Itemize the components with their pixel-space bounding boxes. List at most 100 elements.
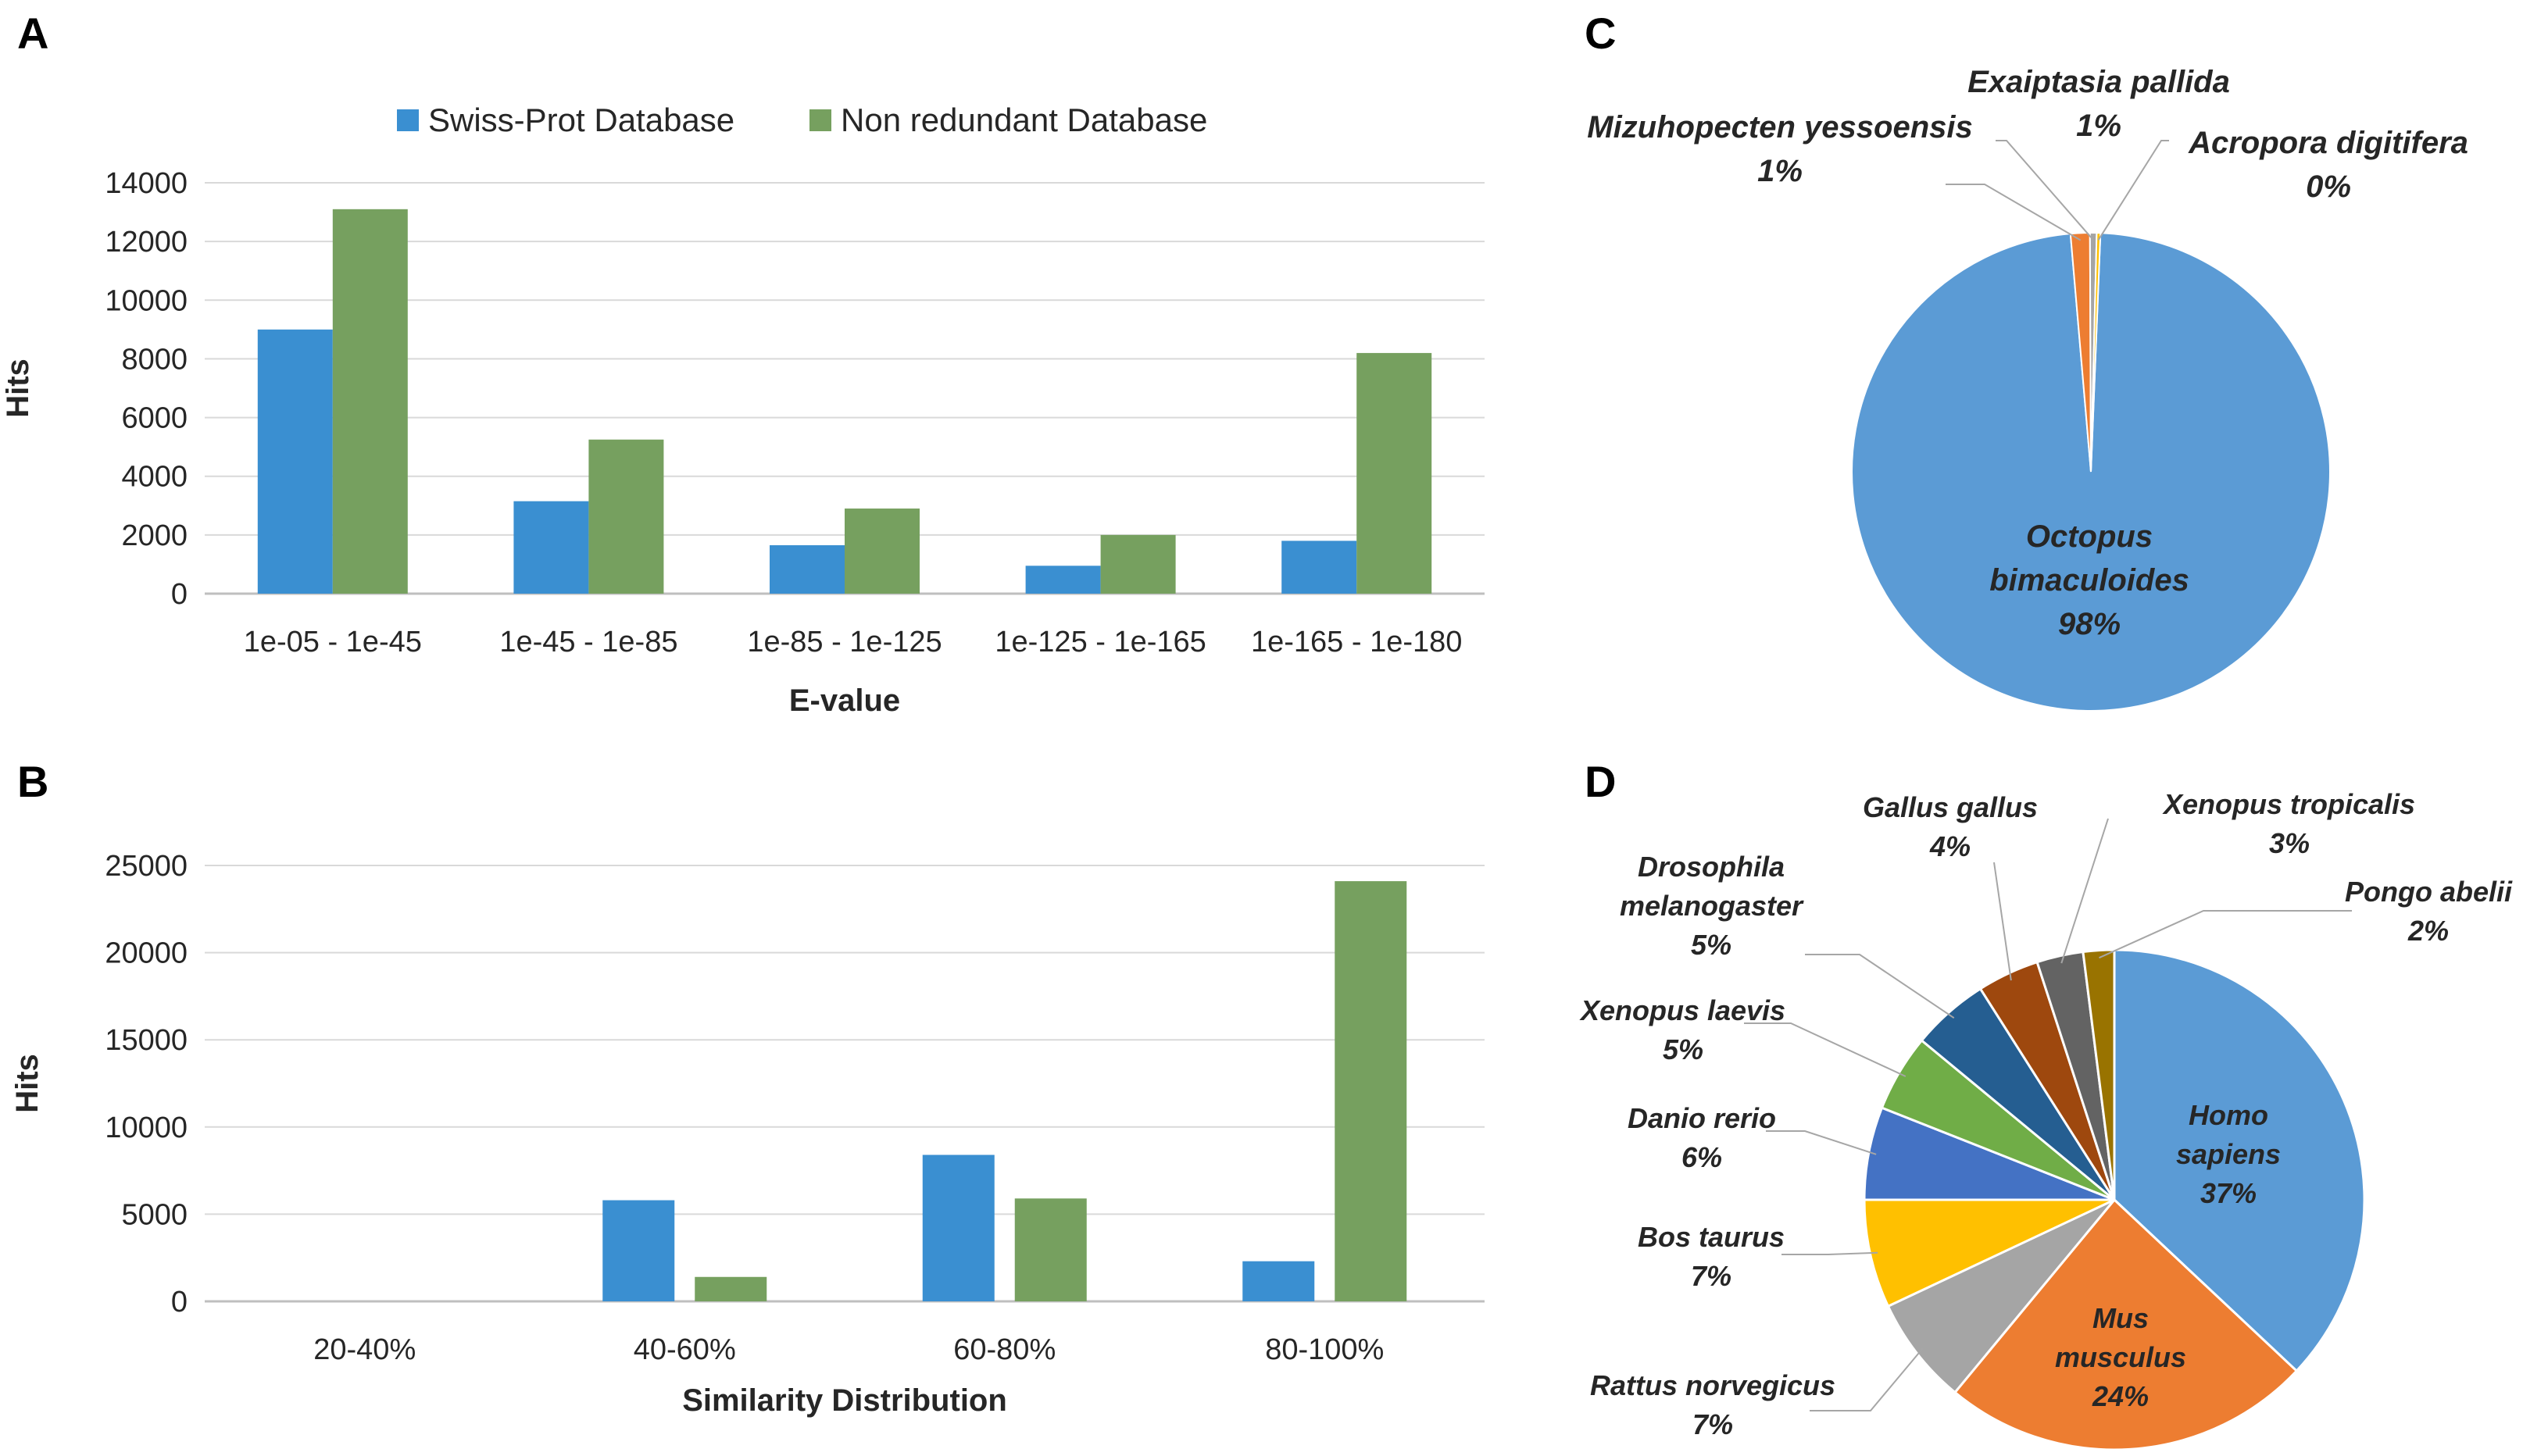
bar-non-redundant xyxy=(1335,881,1407,1301)
pie-label-percent: 24% xyxy=(2092,1380,2149,1412)
pie-label-name: Xenopus laevis xyxy=(1579,994,1785,1026)
pie-label-name: Danio rerio xyxy=(1628,1102,1776,1134)
x-tick-label: 1e-45 - 1e-85 xyxy=(499,626,677,658)
bar-non-redundant xyxy=(588,439,664,594)
x-tick-label: 1e-125 - 1e-165 xyxy=(995,626,1206,658)
pie-label-percent: 98% xyxy=(2058,607,2121,641)
bar-non-redundant xyxy=(695,1276,767,1301)
bar-non-redundant xyxy=(332,209,408,594)
pie-label-percent: 5% xyxy=(1663,1033,1703,1065)
pie-label-name: Homo xyxy=(2189,1099,2268,1131)
y-tick-label: 6000 xyxy=(121,402,188,435)
x-tick-label: 40-60% xyxy=(634,1333,736,1366)
y-tick-label: 0 xyxy=(171,578,188,611)
leader-line xyxy=(2060,818,2109,964)
chart-d-pie-species: Homo sapiens 37% Mus musculus 24% Rattus norve… xyxy=(1579,788,2513,1451)
bar-swiss-prot xyxy=(922,1154,995,1301)
pie-label-percent: 0% xyxy=(2306,170,2351,204)
x-tick-label: 1e-165 - 1e-180 xyxy=(1251,626,1462,658)
pie-slice-mus-musculus xyxy=(1953,1197,2299,1451)
legend-swatch xyxy=(397,109,419,131)
bar-swiss-prot xyxy=(513,501,589,594)
panel-letter-c: C xyxy=(1585,9,1616,58)
leader-line xyxy=(1805,954,1955,1019)
pie-slice-acropora-digitifera xyxy=(2090,232,2102,473)
legend-label: Swiss-Prot Database xyxy=(428,102,734,138)
legend-label: Non redundant Database xyxy=(841,102,1207,138)
y-tick-label: 5000 xyxy=(121,1198,188,1231)
x-tick-label: 1e-85 - 1e-125 xyxy=(747,626,942,658)
pie-label-percent: 7% xyxy=(1692,1408,1733,1440)
pie-slice-rattus-norvegicus xyxy=(1886,1198,2116,1394)
panel-letter-d: D xyxy=(1585,757,1616,806)
y-tick-label: 2000 xyxy=(121,519,188,552)
y-tick-label: 10000 xyxy=(105,1112,188,1144)
pie-label-percent: 3% xyxy=(2269,827,2310,859)
bar-swiss-prot xyxy=(602,1200,675,1301)
leader-line xyxy=(1766,1130,1877,1155)
leader-line xyxy=(1744,1022,1907,1077)
y-tick-label: 15000 xyxy=(105,1024,188,1057)
pie-label-name: Bos taurus xyxy=(1638,1221,1785,1253)
pie-label-name: Pongo abelii xyxy=(2345,876,2513,908)
y-axis-title: Hits xyxy=(10,1054,45,1113)
pie-label-name: Mus xyxy=(2092,1302,2149,1334)
y-tick-label: 20000 xyxy=(105,937,188,970)
leader-line xyxy=(2099,910,2352,959)
pie-label-name: musculus xyxy=(2055,1341,2186,1373)
x-tick-label: 80-100% xyxy=(1265,1333,1384,1366)
y-tick-label: 10000 xyxy=(105,284,188,317)
bar-swiss-prot xyxy=(1281,541,1357,594)
leader-line xyxy=(1946,184,2082,241)
pie-label-name: Rattus norvegicus xyxy=(1590,1369,1835,1401)
bar-swiss-prot xyxy=(1242,1261,1315,1301)
pie-label-percent: 5% xyxy=(1691,929,1731,961)
y-axis-title: Hits xyxy=(1,359,35,418)
pie-label-name: Gallus gallus xyxy=(1863,791,2038,823)
y-tick-label: 4000 xyxy=(121,461,188,494)
pie-slice-danio-rerio xyxy=(1863,1106,2115,1201)
bar-swiss-prot xyxy=(1025,566,1101,594)
pie-label-percent: 2% xyxy=(2407,915,2449,947)
pie-label-percent: 6% xyxy=(1681,1141,1722,1173)
pie-slice-bos-taurus xyxy=(1863,1198,2115,1308)
x-axis-title: E-value xyxy=(789,683,900,718)
x-axis-title: Similarity Distribution xyxy=(682,1383,1007,1418)
bar-swiss-prot xyxy=(257,329,333,594)
y-tick-label: 25000 xyxy=(105,850,188,883)
pie-label-percent: 1% xyxy=(1757,154,1803,188)
bar-non-redundant xyxy=(1100,534,1176,594)
bar-swiss-prot xyxy=(770,545,845,594)
pie-label-percent: 1% xyxy=(2076,109,2121,143)
pie-label-name: sapiens xyxy=(2176,1138,2281,1170)
y-tick-label: 14000 xyxy=(105,167,188,200)
pie-label-percent: 7% xyxy=(1691,1260,1731,1292)
pie-label-name: melanogaster xyxy=(1620,890,1804,922)
leader-line xyxy=(2097,140,2169,241)
panel-letter-b: B xyxy=(17,757,48,806)
pie-slice-pongo-abelii xyxy=(2082,948,2116,1201)
chart-a-evalue: 0 2000 4000 6000 8000 10000 12000 14000 1e-05 - … xyxy=(1,102,1485,718)
chart-b-similarity: 0 5000 10000 15000 20000 25000 20-40% 40-60% 60-… xyxy=(10,850,1485,1418)
panel-letter-a: A xyxy=(17,9,48,58)
x-tick-label: 60-80% xyxy=(953,1333,1056,1366)
bar-non-redundant xyxy=(1356,352,1432,594)
pie-label-name: Drosophila xyxy=(1638,851,1785,883)
legend-swatch xyxy=(809,109,831,131)
pie-label-name: Xenopus tropicalis xyxy=(2162,788,2415,820)
y-tick-label: 12000 xyxy=(105,226,188,259)
pie-label-name: bimaculoides xyxy=(1989,563,2189,598)
leader-line xyxy=(1810,1347,1924,1411)
leader-line xyxy=(1781,1251,1878,1255)
x-tick-label: 20-40% xyxy=(313,1333,416,1366)
y-tick-label: 0 xyxy=(171,1286,188,1319)
leader-line xyxy=(1996,140,2094,241)
pie-label-name: Exaiptasia pallida xyxy=(1967,65,2230,99)
bar-non-redundant xyxy=(1014,1198,1087,1301)
pie-slice-octopus-bimaculoides xyxy=(1851,232,2331,712)
pie-label-name: Mizuhopecten yessoensis xyxy=(1587,110,1972,145)
pie-label-name: Octopus xyxy=(2026,519,2153,554)
pie-label-percent: 37% xyxy=(2200,1177,2257,1209)
